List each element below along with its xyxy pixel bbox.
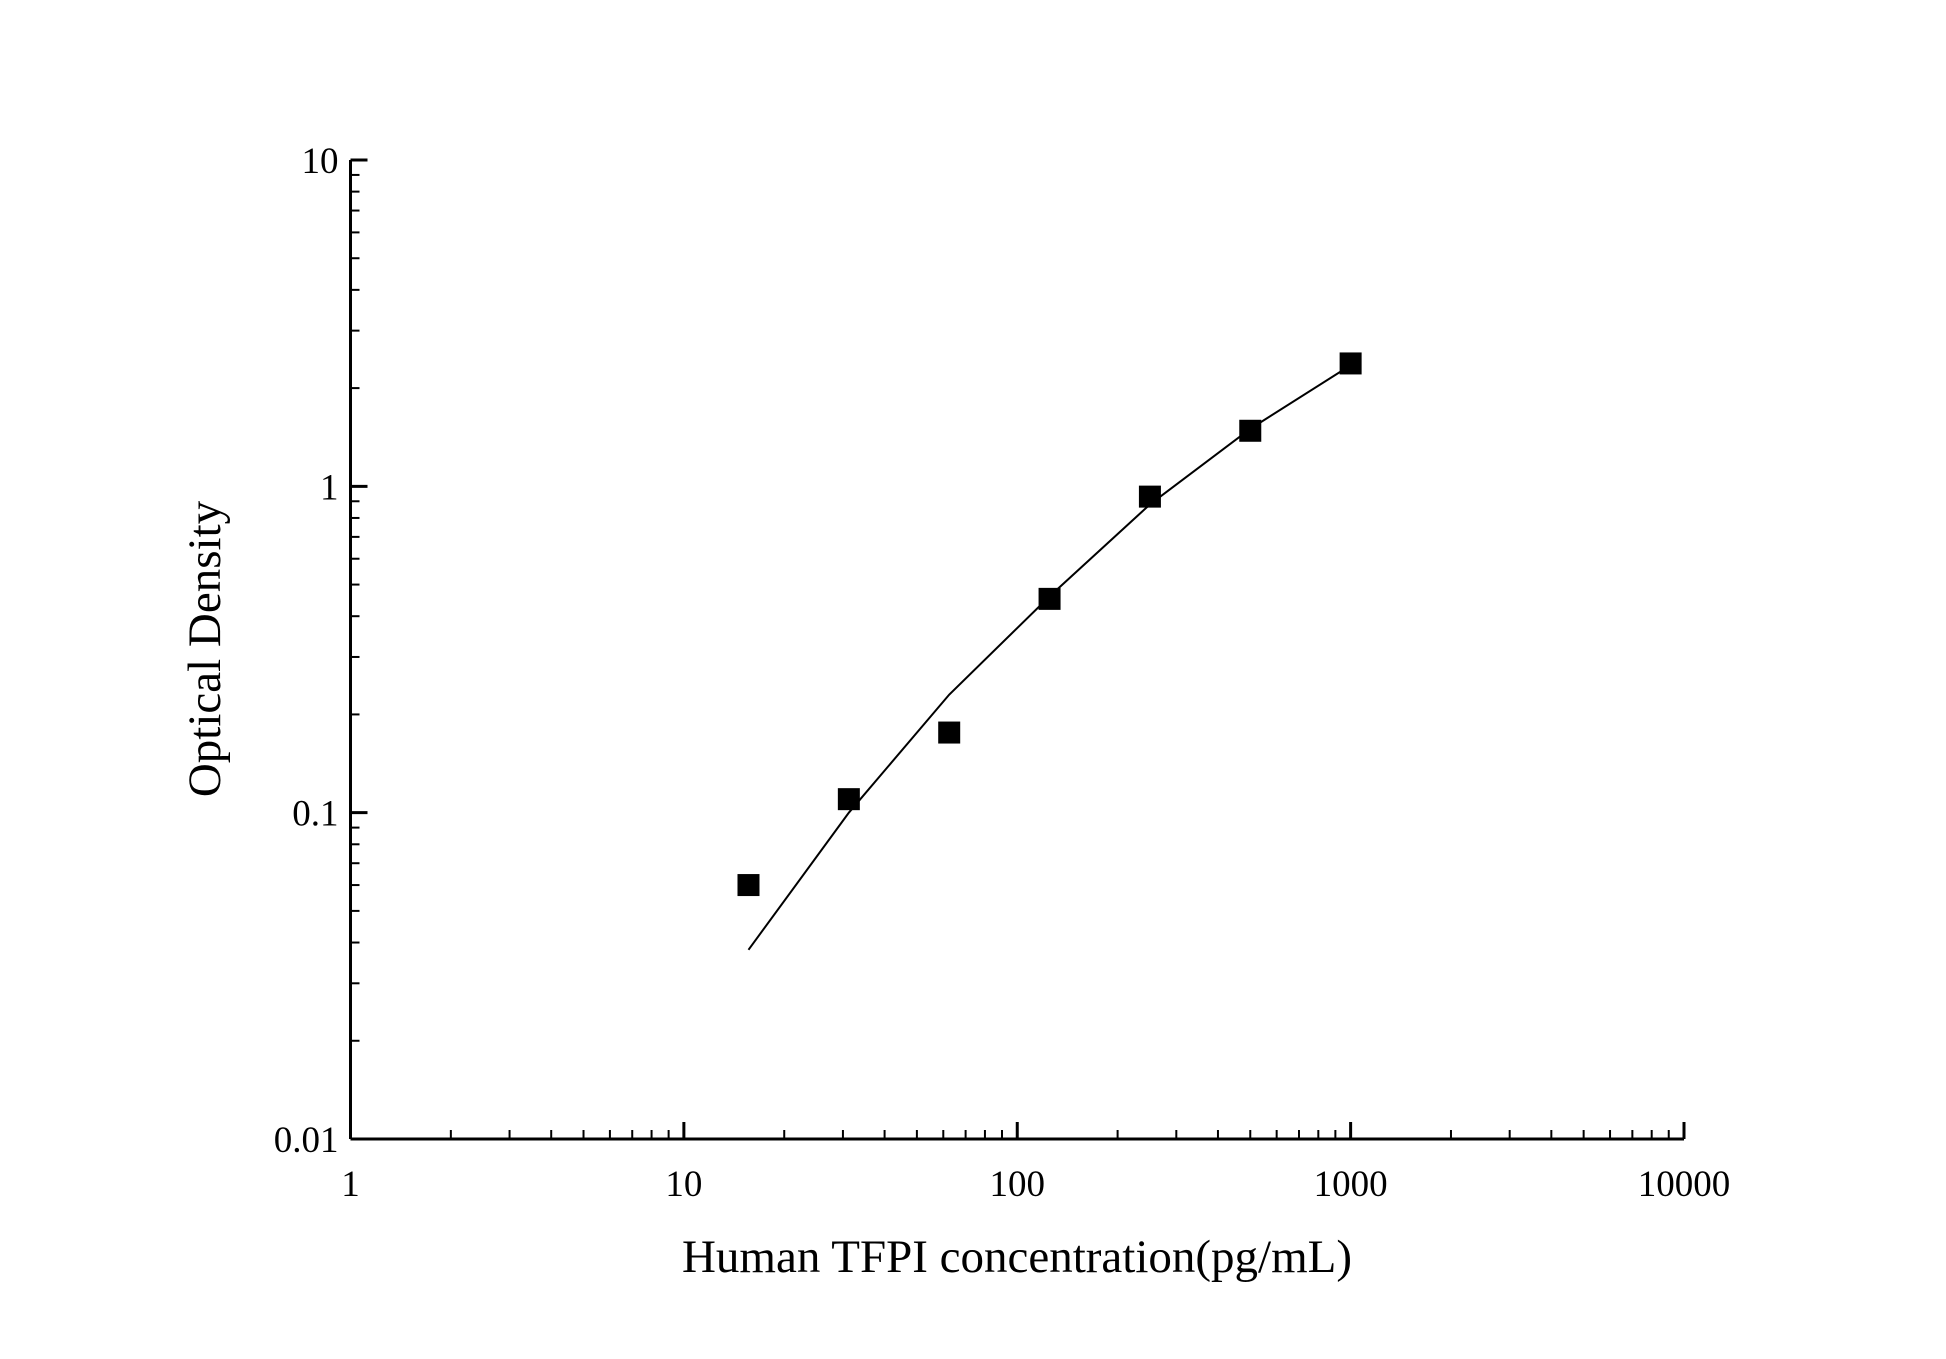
x-axis-title: Human TFPI concentration(pg/mL) [682,1231,1352,1283]
y-tick-label: 10 [302,141,339,182]
x-tick-label: 1000 [1314,1164,1388,1205]
x-tick-label: 10000 [1638,1164,1731,1205]
data-point [1038,587,1061,610]
data-point [1138,485,1161,508]
x-tick-label: 10 [665,1164,702,1205]
data-point [938,721,961,744]
data-point [837,788,860,811]
x-tick-label: 100 [990,1164,1046,1205]
y-tick-label: 0.1 [292,794,338,835]
y-axis-title: Optical Density [179,500,231,797]
data-point [737,874,760,897]
x-tick-label: 1 [341,1164,360,1205]
y-tick-label: 0.01 [274,1120,339,1161]
y-tick-label: 1 [320,467,339,508]
fit-line [747,364,1352,951]
